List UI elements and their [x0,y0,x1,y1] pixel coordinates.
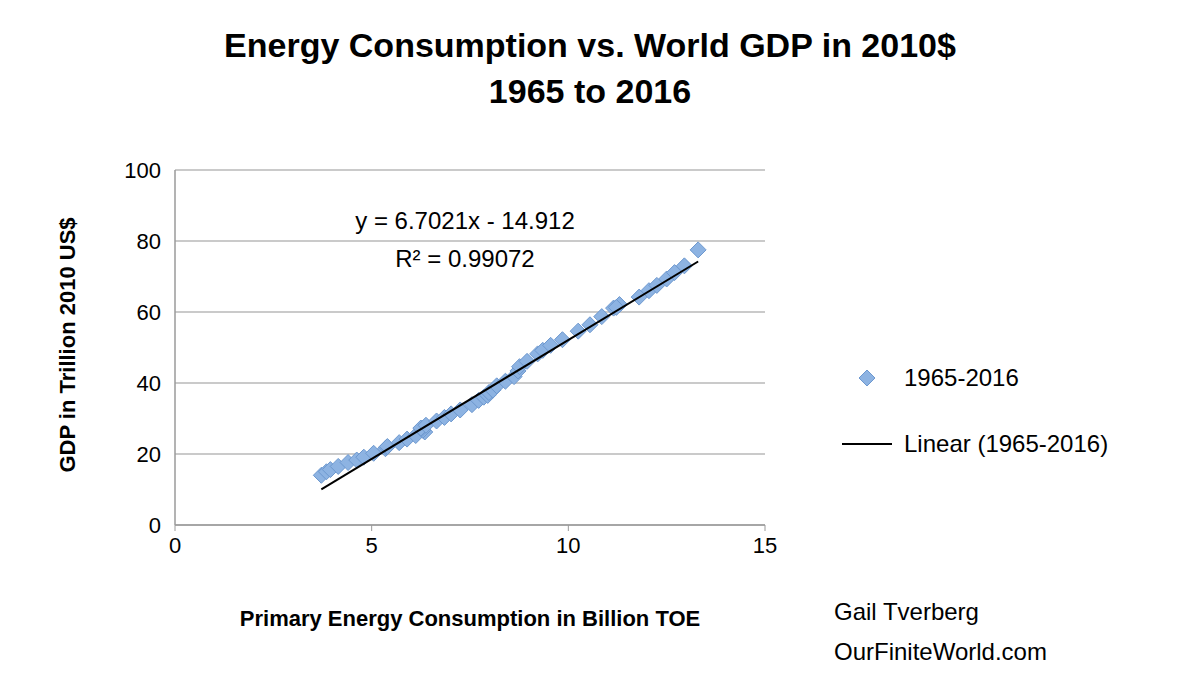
html-text:GDP in Trillion 2010 US$: GDP in Trillion 2010 US$ [55,217,80,473]
svg-text:0: 0 [149,513,161,538]
svg-text:40: 40 [137,371,161,396]
html-text:Energy Consumption vs. World G: Energy Consumption vs. World GDP in 2010… [224,26,956,64]
html-text:Gail Tverberg: Gail Tverberg [834,598,979,625]
svg-text:100: 100 [124,158,161,183]
svg-text:80: 80 [137,229,161,254]
svg-text:60: 60 [137,300,161,325]
html-text:1965-2016: 1965-2016 [904,364,1019,391]
svg-text:15: 15 [753,533,777,558]
svg-text:10: 10 [556,533,580,558]
html-text:Linear (1965-2016): Linear (1965-2016) [904,430,1109,457]
html-text:1965 to 2016: 1965 to 2016 [488,72,692,110]
svg-text:0: 0 [169,533,181,558]
html-text:R² = 0.99072: R² = 0.99072 [395,245,535,272]
svg-text:5: 5 [366,533,378,558]
html-text:OurFiniteWorld.com: OurFiniteWorld.com [834,638,1047,665]
svg-text:20: 20 [137,442,161,467]
html-text:Primary Energy Consumption in: Primary Energy Consumption in Billion TO… [239,606,701,631]
html-text:y = 6.7021x - 14.912: y = 6.7021x - 14.912 [355,207,575,234]
